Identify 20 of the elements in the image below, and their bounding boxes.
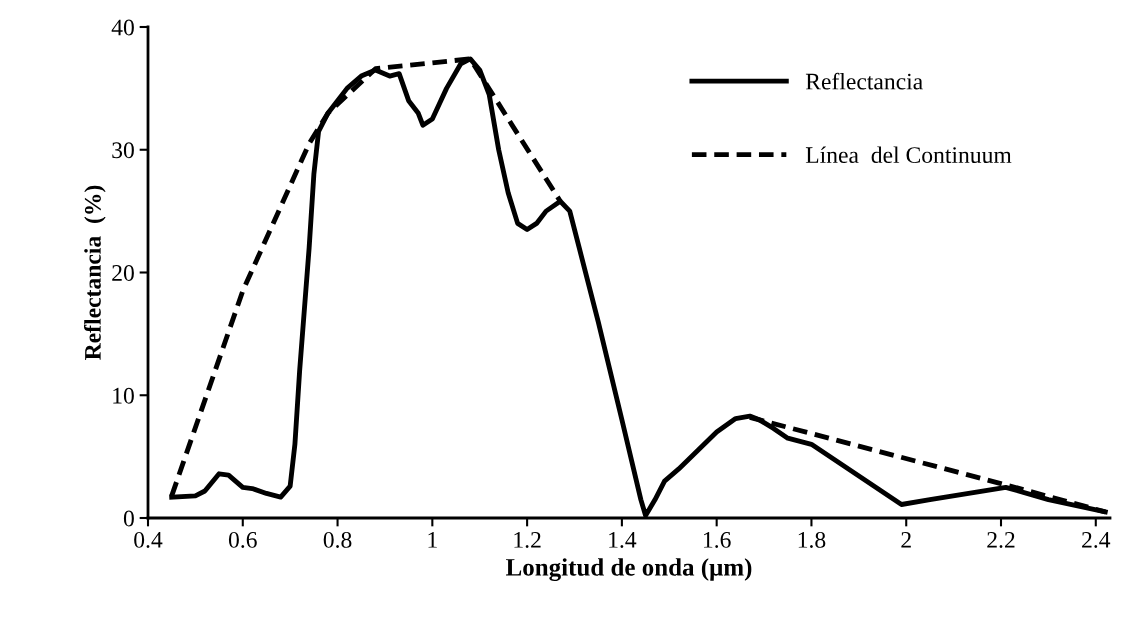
x-tick-label: 1.8: [798, 531, 826, 548]
x-tick-label: 0.6: [228, 531, 257, 548]
x-tick-label: 2.4: [1082, 531, 1111, 548]
y-tick-label: 30: [112, 142, 134, 159]
x-tick-label: 1.6: [703, 531, 731, 548]
legend-label: Reflectancia: [805, 72, 923, 90]
x-tick-label: 1.2: [514, 531, 541, 548]
y-axis-title: Reflectancia (%): [83, 185, 106, 360]
x-axis-title: Longitud de onda (μm): [506, 558, 752, 582]
y-tick-label: 40: [111, 19, 134, 36]
x-tick-label: 2.2: [987, 531, 1015, 548]
x-tick-label: 0.4: [134, 531, 163, 548]
y-tick-label: 20: [112, 264, 134, 281]
y-tick-label: 10: [113, 387, 134, 404]
legend-label: Línea del Continuum: [805, 146, 1012, 164]
x-tick-label: 1.4: [609, 531, 637, 548]
x-tick-label: 2: [901, 531, 911, 548]
x-tick-label: 1: [428, 531, 437, 548]
y-tick-label: 0: [123, 510, 134, 527]
x-tick-label: 0.8: [323, 531, 352, 548]
